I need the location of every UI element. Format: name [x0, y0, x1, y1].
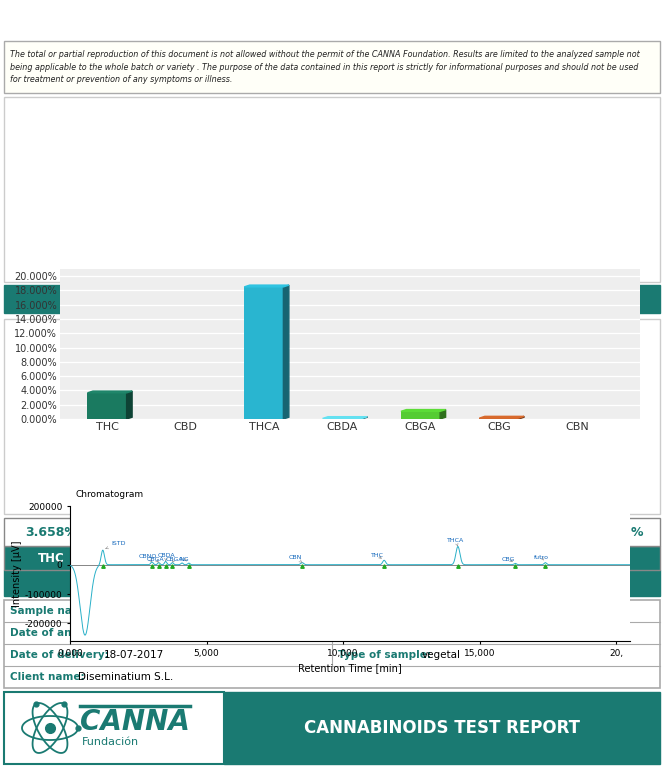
Bar	[479, 418, 519, 419]
Bar	[4, 546, 660, 570]
Bar	[4, 97, 660, 282]
Text: Chromatogram: Chromatogram	[76, 490, 143, 499]
Text: Type of sample:: Type of sample:	[338, 650, 435, 660]
Bar	[401, 412, 440, 419]
Text: Client name:: Client name:	[10, 672, 88, 682]
Text: 0.074%: 0.074%	[306, 525, 358, 538]
Text: THCA: THCA	[447, 538, 464, 546]
Polygon shape	[440, 409, 446, 419]
Text: NG: NG	[179, 557, 189, 561]
Text: 18-07-2017: 18-07-2017	[104, 650, 164, 660]
Text: THC: THC	[37, 551, 64, 564]
Text: 1.070%: 1.070%	[400, 525, 452, 538]
Text: Fundación: Fundación	[82, 737, 139, 747]
Bar	[4, 518, 660, 546]
Text: <0.033%: <0.033%	[582, 525, 644, 538]
Text: futro: futro	[535, 555, 549, 561]
Text: 3.658%: 3.658%	[25, 525, 77, 538]
Bar	[60, 419, 640, 433]
Text: Lemon OG Candy: Lemon OG Candy	[78, 606, 169, 616]
Text: CHROMATOGRAM: CHROMATOGRAM	[264, 292, 400, 306]
Polygon shape	[284, 285, 289, 419]
Polygon shape	[519, 416, 524, 419]
Bar	[4, 570, 660, 596]
Text: CBGA: CBGA	[408, 551, 444, 564]
Bar	[4, 600, 660, 688]
Text: N.I laboratory:: N.I laboratory:	[338, 606, 428, 616]
Polygon shape	[88, 391, 132, 393]
Text: M17-1095: M17-1095	[421, 606, 473, 616]
Text: Date of delivery:: Date of delivery:	[10, 650, 112, 660]
Text: CBN: CBN	[600, 551, 627, 564]
Text: ISTD: ISTD	[106, 541, 125, 549]
Text: Method:: Method:	[338, 628, 390, 638]
Bar	[88, 393, 127, 419]
Text: CBN: CBN	[289, 554, 302, 563]
Text: CBNO: CBNO	[138, 554, 157, 562]
Text: Sample name:: Sample name:	[10, 606, 98, 616]
Polygon shape	[362, 417, 367, 419]
Polygon shape	[244, 285, 289, 287]
Bar	[4, 285, 660, 313]
Text: 18.494%: 18.494%	[208, 525, 269, 538]
Text: CBD: CBD	[131, 551, 158, 564]
Bar	[4, 692, 224, 764]
Polygon shape	[127, 391, 132, 419]
Text: vegetal: vegetal	[421, 650, 460, 660]
Text: CBG: CBG	[501, 557, 515, 561]
Text: THCA: THCA	[220, 551, 256, 564]
Text: CBG: CBG	[506, 551, 533, 564]
Text: Diseminatium S.L.: Diseminatium S.L.	[78, 672, 173, 682]
Text: CANNA: CANNA	[80, 708, 190, 737]
Polygon shape	[323, 417, 367, 419]
Text: CANNABINOIDS PROFILE w/w%: CANNABINOIDS PROFILE w/w%	[211, 576, 453, 590]
Bar	[4, 319, 660, 514]
Text: CBDA: CBDA	[313, 551, 351, 564]
Text: CBGA: CBGA	[165, 557, 183, 562]
Text: 02-08-2017: 02-08-2017	[104, 628, 164, 638]
X-axis label: Retention Time [min]: Retention Time [min]	[298, 664, 402, 674]
Text: The total or partial reproduction of this document is not allowed without the pe: The total or partial reproduction of thi…	[10, 50, 639, 84]
Y-axis label: Intensity [µV]: Intensity [µV]	[12, 540, 22, 607]
Text: HPLC-UV: HPLC-UV	[380, 628, 425, 638]
Bar	[224, 692, 660, 764]
Text: 0.123%: 0.123%	[493, 525, 546, 538]
Text: CBGA: CBGA	[147, 557, 164, 562]
Polygon shape	[479, 416, 524, 418]
Polygon shape	[401, 409, 446, 412]
Text: <0.033%: <0.033%	[114, 525, 176, 538]
Bar	[244, 287, 284, 419]
Text: Date of analysis:: Date of analysis:	[10, 628, 113, 638]
Bar	[4, 41, 660, 93]
Text: CBDA: CBDA	[157, 554, 175, 561]
Text: THC: THC	[371, 553, 384, 558]
Text: CANNABINOIDS TEST REPORT: CANNABINOIDS TEST REPORT	[304, 719, 580, 737]
